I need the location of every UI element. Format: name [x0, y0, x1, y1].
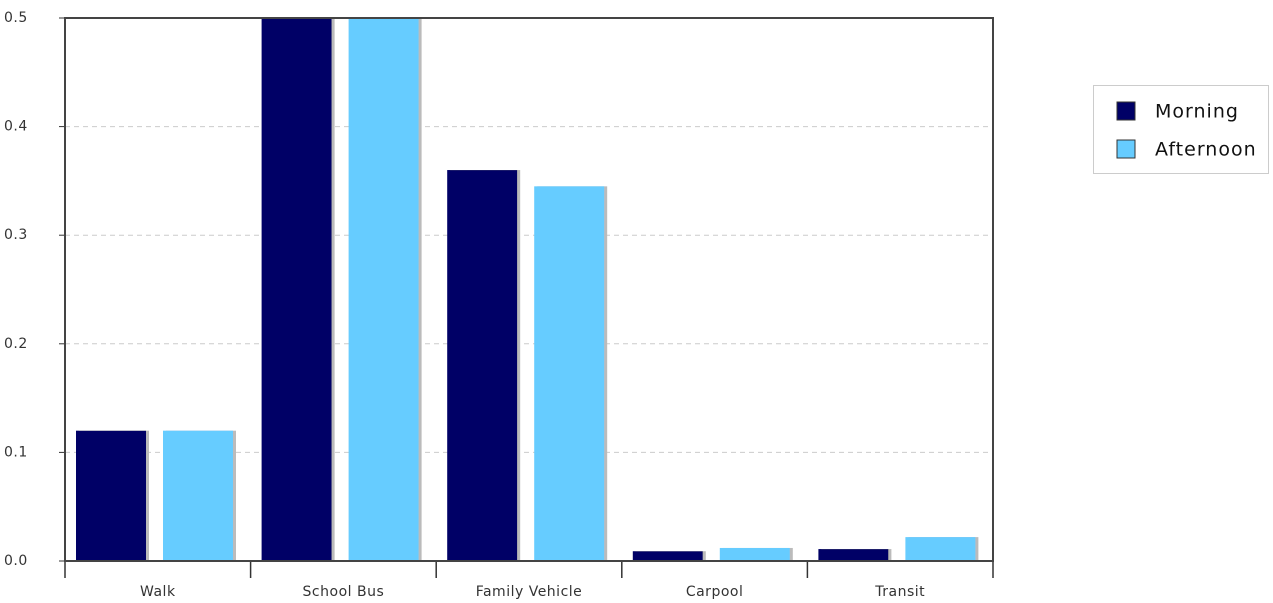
bar — [76, 430, 146, 561]
plot-frame — [64, 17, 994, 562]
legend: Morning Afternoon — [1093, 85, 1269, 174]
bar — [719, 547, 790, 561]
bar — [348, 18, 419, 561]
legend-label: Morning — [1155, 101, 1239, 123]
y-tick-label: 0.0 — [4, 553, 28, 569]
x-tick-label: Transit — [874, 584, 925, 600]
x-tick-label: School Bus — [303, 584, 385, 600]
bar — [905, 537, 976, 561]
plot-area: 0.0 0.1 0.2 0.3 0.4 0.5 Walk School Bus Family V… — [4, 10, 994, 600]
legend-swatch — [1116, 101, 1136, 121]
y-tick-label: 0.1 — [4, 444, 28, 460]
bar — [818, 549, 889, 561]
bar — [163, 430, 233, 561]
y-tick-label: 0.3 — [4, 227, 28, 243]
x-tick-label: Walk — [140, 584, 176, 600]
bar — [261, 18, 332, 561]
legend-box — [1093, 85, 1269, 174]
x-tick-label: Carpool — [686, 584, 744, 600]
y-tick-label: 0.4 — [4, 119, 28, 135]
y-tick-label: 0.5 — [4, 10, 28, 26]
bar — [534, 186, 605, 561]
bar — [632, 551, 703, 561]
legend-label: Afternoon — [1155, 139, 1257, 161]
x-tick-label: Family Vehicle — [476, 584, 583, 600]
legend-swatch — [1116, 139, 1136, 159]
bar — [447, 170, 518, 562]
y-tick-label: 0.2 — [4, 336, 28, 352]
